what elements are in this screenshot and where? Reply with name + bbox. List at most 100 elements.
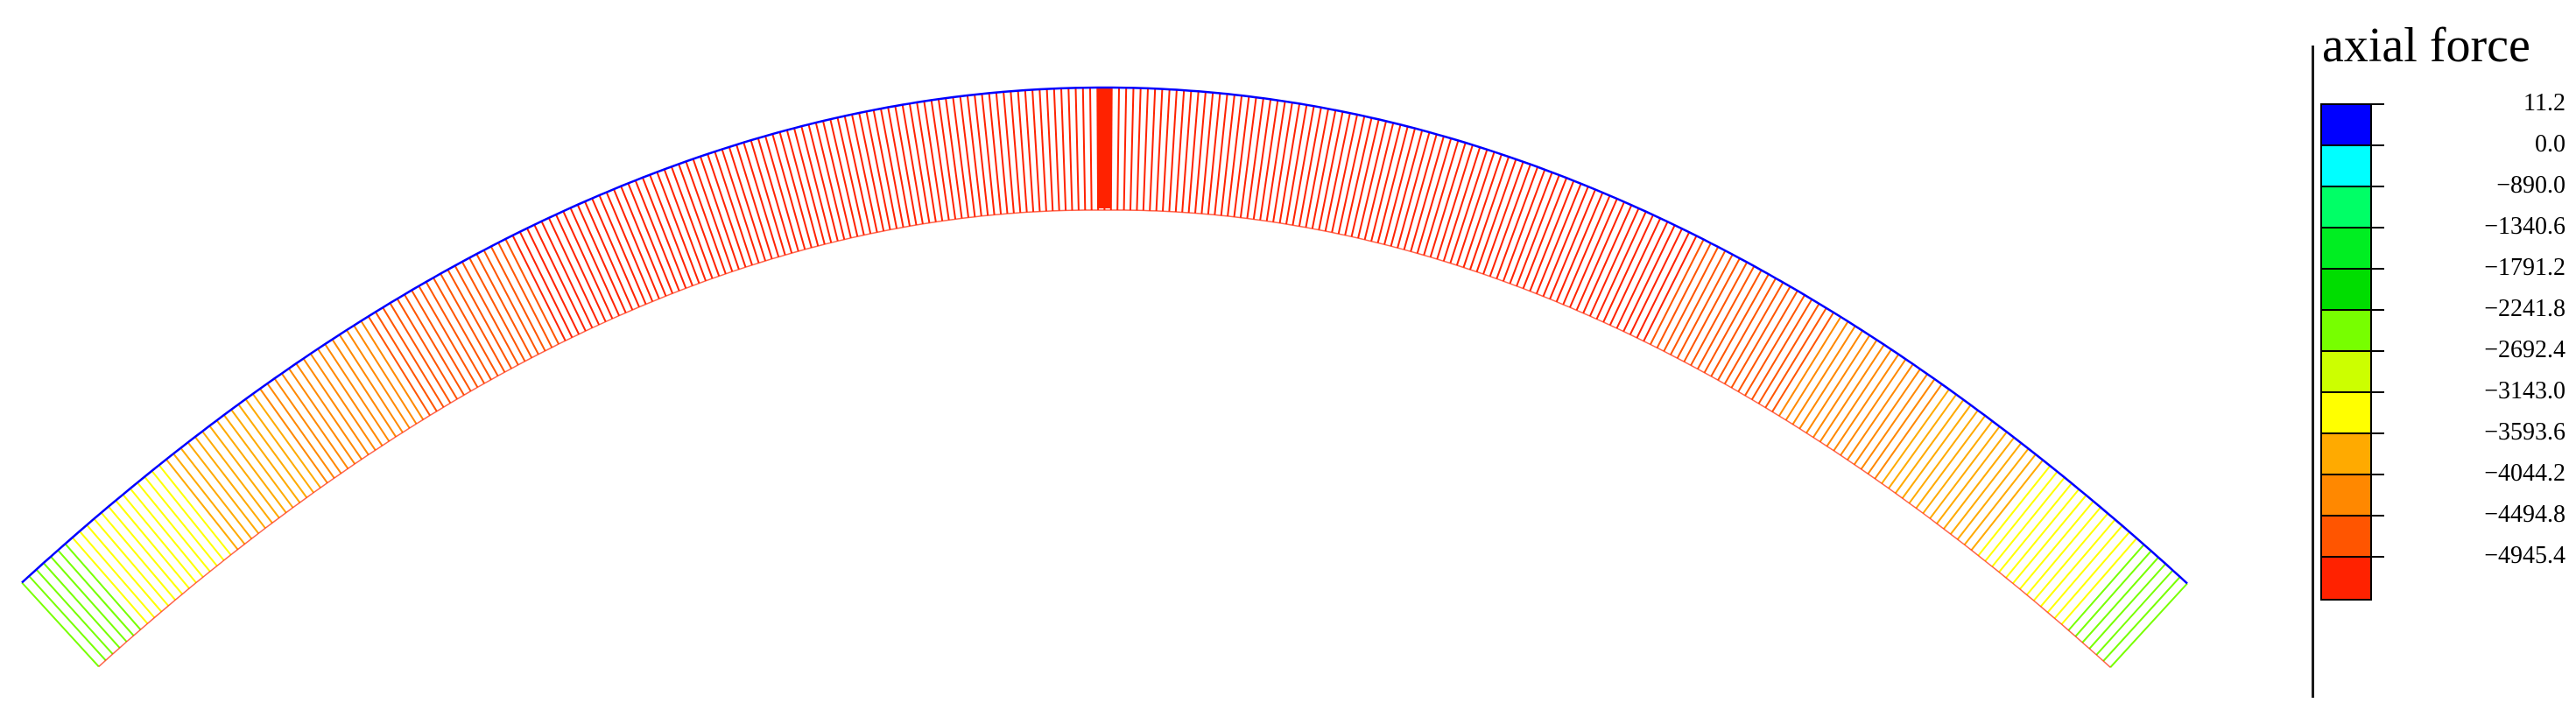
arch-segment [137,482,211,573]
arch-segment [1200,92,1214,214]
arch-segment [1252,99,1272,220]
arch-segment [317,348,384,446]
arch-segment [1187,91,1200,214]
arch-segment [1031,89,1041,212]
legend-label: −2241.8 [2484,295,2565,322]
arch-segment [208,425,280,519]
arch-segment [916,102,937,222]
arch-segment [144,475,218,567]
arch-segment [1194,91,1207,214]
legend-tick [2372,391,2384,393]
arch-segment [945,97,963,219]
arch-segment [822,120,852,239]
arch-segment [482,250,539,355]
legend-tick [2372,515,2384,517]
arch-segment [974,94,989,216]
arch-segment [2102,576,2181,662]
arch-segment [21,581,100,668]
arch-segment [244,398,314,494]
arch-segment [396,298,458,400]
arch-outer-edge [21,86,2188,585]
arch-segment [981,94,996,215]
arch-segment [1915,415,1987,510]
arch-segment [699,156,740,271]
arch-segment [1901,404,1972,499]
arch-segment [288,368,356,465]
arch-segment [1764,307,1827,409]
legend-swatch [2322,144,2384,187]
arch-segment [28,575,107,661]
arch-segment [158,464,232,556]
arch-segment [1017,90,1028,213]
arch-segment [569,207,621,317]
arch-segment [115,500,190,589]
arch-segment [1717,278,1777,381]
arch-segment [86,524,163,613]
arch-segment [785,130,820,247]
arch-segment [280,373,349,469]
arch-segment [338,334,404,433]
arch-segment [447,269,506,373]
arch-segment [1123,88,1128,211]
arch-segment [1081,88,1087,211]
arch-segment [923,101,944,221]
arch-segment [1549,189,1596,299]
arch-segment [1383,128,1416,245]
arch-segment [518,231,574,338]
arch-segment [273,377,342,474]
legend-tick [2372,556,2384,558]
arch-segment [475,253,533,359]
arch-segment [2060,538,2138,625]
arch-segment [1730,285,1791,389]
arch-segment [771,133,806,250]
arch-segment [1805,334,1871,434]
arch-segment [1643,235,1698,342]
arch-segment [707,153,747,268]
arch-segment [1390,130,1424,247]
arch-segment [1629,228,1683,335]
arch-segment [1305,109,1329,228]
arch-segment [872,109,898,229]
arch-segment [836,117,865,235]
arch-segment [1045,88,1054,211]
arch-segment [1737,290,1798,392]
arch-segment [1168,89,1178,212]
arch-segment [576,204,627,313]
legend-swatch [2322,268,2384,311]
arch-segment [1142,88,1149,211]
legend-label: −2692.4 [2484,336,2565,363]
arch-segment [1239,97,1257,218]
arch-segment [1233,95,1250,217]
arch-segment [901,104,924,224]
arch-segment [1656,243,1712,348]
arch-segment [1894,399,1965,494]
arch-segment [1676,254,1734,359]
arch-segment [793,128,826,245]
arch-segment [2046,524,2123,614]
arch-segment [2012,495,2087,585]
arch-segment [1984,471,2059,562]
legend-tick [2372,103,2384,105]
arch-segment [1089,88,1093,211]
arch-segment [93,517,170,607]
arch-segment [988,93,1003,214]
arch-segment [251,393,321,489]
arch-segment [1750,299,1813,400]
arch-segment [1663,246,1720,352]
arch-segment [2081,557,2159,643]
arch-segment [1376,126,1409,243]
arch-segment [1337,116,1366,235]
arch-segment [800,125,833,243]
arch-segment [613,188,660,299]
arch-segment [1977,465,2052,557]
legend-swatch [2322,391,2384,434]
legend-labels: 11.2 0.0 −890.0 −1340.6 −1791.2 −2241.8 −2692.… [2390,91,2565,585]
arch-segment [324,343,391,442]
arch-segment [555,214,607,322]
arch-segment [605,192,654,302]
arch-segment [1363,123,1395,241]
arch-segment [433,277,492,381]
legend-label: 11.2 [2523,89,2565,116]
arch-segment [2019,500,2094,590]
arch-segment [1784,320,1849,421]
